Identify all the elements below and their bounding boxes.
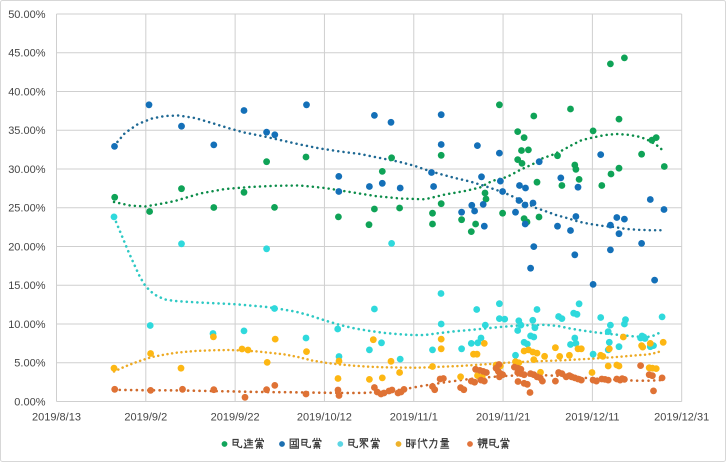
svg-text:50.00%: 50.00% (8, 9, 46, 21)
svg-text:2019/9/2: 2019/9/2 (124, 412, 167, 424)
svg-text:0.00%: 0.00% (14, 396, 45, 408)
svg-text:2019/12/31: 2019/12/31 (654, 412, 709, 424)
svg-text:2019/9/22: 2019/9/22 (211, 412, 260, 424)
svg-text:2019/10/12: 2019/10/12 (297, 412, 352, 424)
svg-text:2019/11/21: 2019/11/21 (476, 412, 530, 424)
svg-text:15.00%: 15.00% (8, 280, 46, 292)
svg-text:5.00%: 5.00% (14, 358, 45, 370)
svg-text:35.00%: 35.00% (8, 125, 46, 137)
svg-text:20.00%: 20.00% (8, 241, 46, 253)
svg-text:40.00%: 40.00% (8, 86, 46, 98)
svg-text:45.00%: 45.00% (8, 48, 46, 60)
svg-text:30.00%: 30.00% (8, 164, 46, 176)
svg-text:2019/11/1: 2019/11/1 (390, 412, 438, 424)
svg-text:10.00%: 10.00% (8, 319, 46, 331)
svg-text:2019/12/11: 2019/12/11 (565, 412, 619, 424)
svg-text:2019/8/13: 2019/8/13 (32, 412, 81, 424)
svg-text:25.00%: 25.00% (8, 203, 46, 215)
